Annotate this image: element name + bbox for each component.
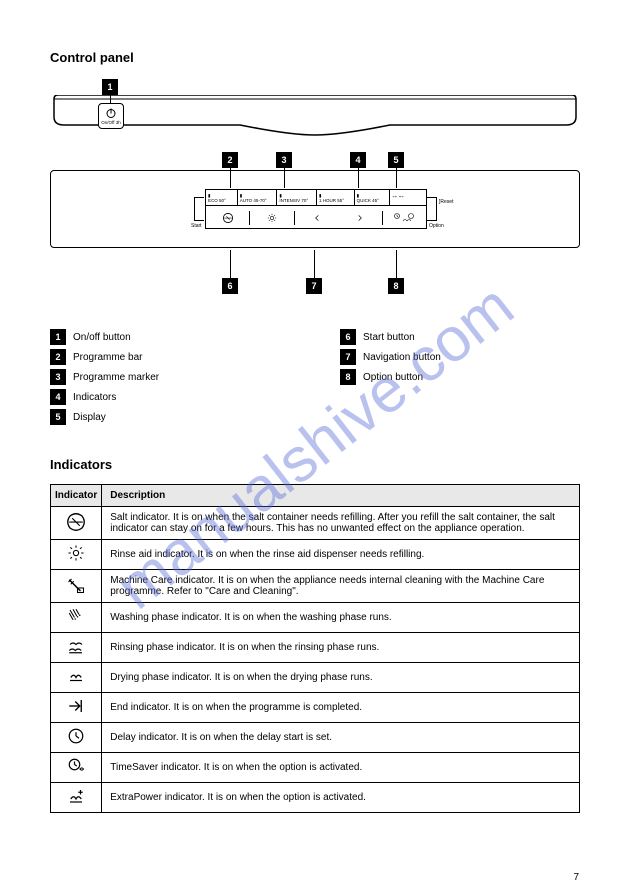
display-panel: ▮ECO 50° ▮AUTO 45-70° ▮INTENSIV 70° ▮1 H…	[50, 170, 580, 248]
table-row: Drying phase indicator. It is on when th…	[51, 663, 580, 693]
callout-5: 5	[388, 152, 404, 168]
callouts-top: 2 3 4 5	[50, 152, 580, 170]
nav-left-icon[interactable]	[295, 206, 338, 229]
callout-6: 6	[222, 278, 238, 294]
prog-time: -- --	[390, 190, 426, 205]
col-description: Description	[102, 485, 580, 507]
wash-icon	[51, 603, 102, 633]
start-button[interactable]	[194, 197, 204, 221]
manual-page: Control panel 1 On/Off 3h 2 3 4 5	[50, 50, 580, 813]
rinse-icon	[51, 540, 102, 570]
ind-rinse-icon	[250, 206, 293, 229]
callout-4: 4	[350, 152, 366, 168]
legend-row: 2Programme bar	[50, 347, 290, 367]
power-icon	[105, 107, 117, 119]
ind-salt-icon	[206, 206, 249, 229]
prog-1hour: ▮1 HOUR 55°	[317, 190, 355, 205]
col-indicator: Indicator	[51, 485, 102, 507]
reset-label: ]Reset	[439, 199, 453, 205]
table-row: Rinsing phase indicator. It is on when t…	[51, 633, 580, 663]
option-icons	[383, 206, 426, 229]
table-row: TimeSaver indicator. It is on when the o…	[51, 753, 580, 783]
section-title-control-panel: Control panel	[50, 50, 580, 65]
table-row: ExtraPower indicator. It is on when the …	[51, 783, 580, 813]
legend-row: 5Display	[50, 407, 290, 427]
callout-2: 2	[222, 152, 238, 168]
legend-row: 8Option button	[340, 367, 580, 387]
legend: 1On/off button 2Programme bar 3Programme…	[50, 327, 580, 427]
legend-col-right: 6Start button 7Navigation button 8Option…	[340, 327, 580, 427]
prog-intensiv: ▮INTENSIV 70°	[277, 190, 317, 205]
legend-row: 1On/off button	[50, 327, 290, 347]
table-row: Machine Care indicator. It is on when th…	[51, 570, 580, 603]
section-title-indicators: Indicators	[50, 457, 580, 472]
callout-7: 7	[306, 278, 322, 294]
prog-eco: ▮ECO 50°	[206, 190, 238, 205]
option-label: Option	[429, 223, 444, 229]
page-number: 7	[573, 872, 579, 883]
nav-right-icon[interactable]	[338, 206, 381, 229]
legend-row: 7Navigation button	[340, 347, 580, 367]
start-label: Start	[191, 223, 202, 229]
callouts-bottom: 6 7 8	[50, 262, 580, 302]
table-row: Rinse aid indicator. It is on when the r…	[51, 540, 580, 570]
table-row: Salt indicator. It is on when the salt c…	[51, 507, 580, 540]
power-label: On/Off 3h	[101, 120, 120, 125]
legend-row: 3Programme marker	[50, 367, 290, 387]
trim-panel: On/Off 3h	[50, 83, 580, 138]
prog-quick: ▮QUICK 45°	[355, 190, 391, 205]
table-row: End indicator. It is on when the program…	[51, 693, 580, 723]
timesaver-icon	[51, 753, 102, 783]
end-icon	[51, 693, 102, 723]
table-row: Washing phase indicator. It is on when t…	[51, 603, 580, 633]
rinse-phase-icon	[51, 633, 102, 663]
power-button[interactable]: On/Off 3h	[98, 103, 124, 129]
extrapower-icon	[51, 783, 102, 813]
salt-icon	[51, 507, 102, 540]
machine-care-icon	[51, 570, 102, 603]
display-screen: ▮ECO 50° ▮AUTO 45-70° ▮INTENSIV 70° ▮1 H…	[205, 189, 427, 229]
legend-row: 6Start button	[340, 327, 580, 347]
callout-3: 3	[276, 152, 292, 168]
indicators-table: Indicator Description Salt indicator. It…	[50, 484, 580, 813]
trim-outline	[50, 95, 580, 137]
option-button[interactable]	[427, 197, 437, 221]
dry-icon	[51, 663, 102, 693]
prog-auto: ▮AUTO 45-70°	[238, 190, 278, 205]
control-panel-diagram: 1 On/Off 3h 2 3 4 5	[50, 83, 580, 302]
callout-8: 8	[388, 278, 404, 294]
delay-icon	[51, 723, 102, 753]
legend-row: 4Indicators	[50, 387, 290, 407]
table-row: Delay indicator. It is on when the delay…	[51, 723, 580, 753]
legend-col-left: 1On/off button 2Programme bar 3Programme…	[50, 327, 290, 427]
